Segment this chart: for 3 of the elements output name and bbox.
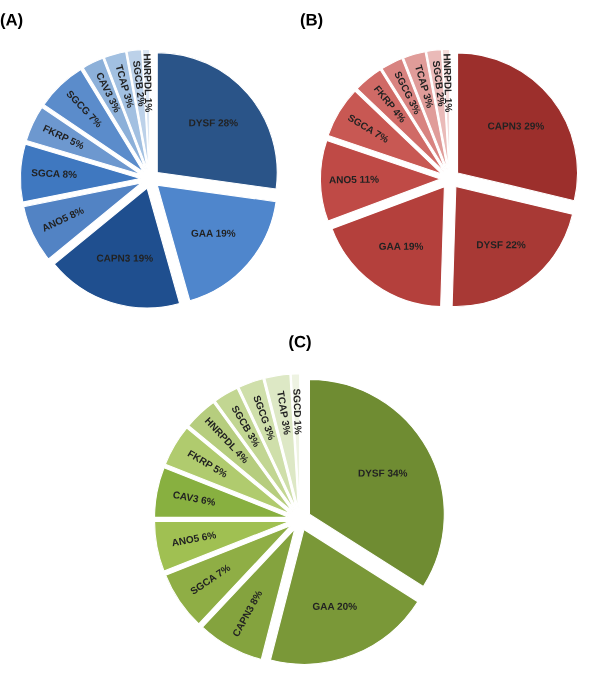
chart-title: (B)	[300, 13, 323, 29]
chart-title: (A)	[0, 13, 23, 29]
chart-title: (C)	[289, 335, 311, 351]
